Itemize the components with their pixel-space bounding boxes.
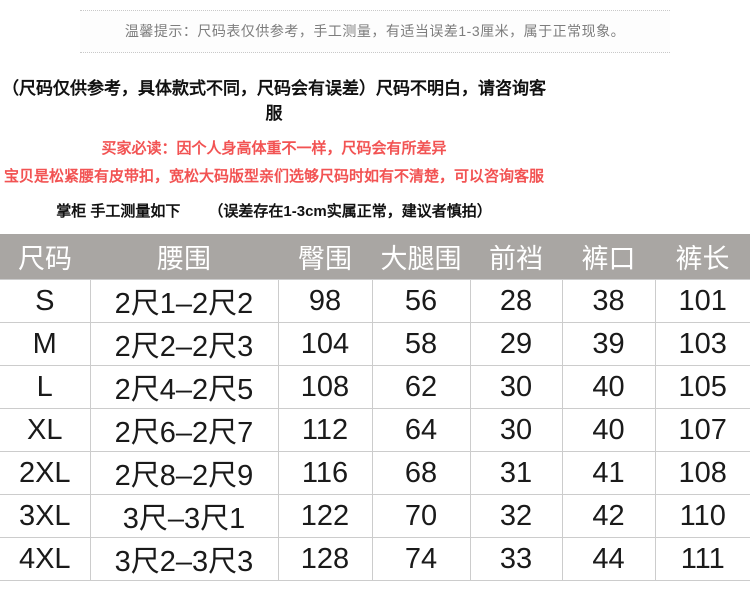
cell-waist: 3尺–3尺1 (89, 494, 279, 538)
table-row-s: S 2尺1–2尺2 98 56 28 38 101 (0, 279, 750, 323)
measure-label: 掌柜 手工测量如下 (56, 203, 181, 220)
cell-front-rise: 31 (469, 451, 563, 495)
col-size: 尺码 (0, 234, 90, 280)
cell-front-rise: 33 (469, 537, 563, 581)
cell-leg-opening: 41 (561, 451, 656, 495)
cell-pants-length: 107 (654, 408, 750, 452)
cell-hip: 108 (277, 365, 373, 409)
cell-leg-opening: 40 (561, 365, 656, 409)
cell-front-rise: 28 (469, 279, 563, 323)
cell-pants-length: 105 (654, 365, 750, 409)
cell-leg-opening: 39 (561, 322, 656, 366)
cell-size: S (0, 279, 91, 323)
cell-thigh: 70 (371, 494, 471, 538)
table-row-l: L 2尺4–2尺5 108 62 30 40 105 (0, 365, 750, 409)
col-thigh: 大腿围 (372, 234, 470, 280)
cell-waist: 2尺6–2尺7 (89, 408, 279, 452)
cell-thigh: 68 (371, 451, 471, 495)
notice-banner-text: 温馨提示：尺码表仅供参考，手工测量，有适当误差1-3厘米，属于正常现象。 (124, 23, 626, 39)
notes-section: （尺码仅供参考，具体款式不同，尺码会有误差）尺码不明白，请咨询客服 买家必读：因… (0, 74, 548, 221)
note-elastic-waist: 宝贝是松紧腰有皮带扣，宽松大码版型亲们选够尺码时如有不清楚，可以咨询客服 (3, 168, 544, 185)
measure-tolerance-note: （误差存在1-3cm实属正常，建议者慎拍） (208, 203, 492, 220)
cell-leg-opening: 44 (561, 537, 656, 581)
col-pants-length: 裤长 (655, 234, 750, 280)
cell-front-rise: 30 (469, 408, 563, 452)
col-leg-opening: 裤口 (562, 234, 655, 280)
cell-hip: 104 (277, 322, 373, 366)
cell-size: M (0, 322, 91, 366)
col-hip: 臀围 (278, 234, 372, 280)
cell-hip: 116 (277, 451, 373, 495)
cell-waist: 2尺4–2尺5 (89, 365, 279, 409)
cell-thigh: 74 (371, 537, 471, 581)
table-row-2xl: 2XL 2尺8–2尺9 116 68 31 41 108 (0, 451, 750, 495)
cell-thigh: 58 (371, 322, 471, 366)
cell-size: 2XL (0, 451, 91, 495)
cell-size: L (0, 365, 91, 409)
cell-hip: 128 (277, 537, 373, 581)
cell-thigh: 64 (371, 408, 471, 452)
cell-thigh: 56 (371, 279, 471, 323)
cell-hip: 98 (277, 279, 373, 323)
col-front-rise: 前裆 (470, 234, 562, 280)
table-row-m: M 2尺2–2尺3 104 58 29 39 103 (0, 322, 750, 366)
cell-waist: 2尺8–2尺9 (89, 451, 279, 495)
col-waist: 腰围 (90, 234, 278, 280)
cell-front-rise: 30 (469, 365, 563, 409)
cell-thigh: 62 (371, 365, 471, 409)
cell-size: XL (0, 408, 91, 452)
cell-waist: 3尺2–3尺3 (89, 537, 279, 581)
table-row-4xl: 4XL 3尺2–3尺3 128 74 33 44 111 (0, 537, 750, 581)
cell-pants-length: 108 (654, 451, 750, 495)
cell-pants-length: 110 (654, 494, 750, 538)
cell-front-rise: 32 (469, 494, 563, 538)
cell-size: 3XL (0, 494, 91, 538)
table-row-xl: XL 2尺6–2尺7 112 64 30 40 107 (0, 408, 750, 452)
header-row: 尺码 腰围 臀围 大腿围 前裆 裤口 裤长 (0, 234, 750, 280)
cell-leg-opening: 42 (561, 494, 656, 538)
note-buyer-must-read: 买家必读：因个人身高体重不一样，尺码会有所差异 (101, 140, 447, 157)
cell-waist: 2尺1–2尺2 (89, 279, 279, 323)
cell-waist: 2尺2–2尺3 (89, 322, 279, 366)
cell-size: 4XL (0, 537, 91, 581)
note-main: （尺码仅供参考，具体款式不同，尺码会有误差）尺码不明白，请咨询客服 (2, 79, 546, 123)
size-chart-page: 温馨提示：尺码表仅供参考，手工测量，有适当误差1-3厘米，属于正常现象。 （尺码… (0, 10, 750, 603)
cell-front-rise: 29 (469, 322, 563, 366)
size-table-header: 尺码 腰围 臀围 大腿围 前裆 裤口 裤长 (0, 234, 750, 280)
size-table-body: S 2尺1–2尺2 98 56 28 38 101 M 2尺2–2尺3 104 … (0, 279, 750, 581)
cell-pants-length: 103 (654, 322, 750, 366)
cell-hip: 112 (277, 408, 373, 452)
cell-pants-length: 101 (654, 279, 750, 323)
note-measure-line: 掌柜 手工测量如下 （误差存在1-3cm实属正常，建议者慎拍） (0, 200, 548, 221)
cell-leg-opening: 40 (561, 408, 656, 452)
cell-hip: 122 (277, 494, 373, 538)
cell-pants-length: 111 (654, 537, 750, 581)
notice-banner: 温馨提示：尺码表仅供参考，手工测量，有适当误差1-3厘米，属于正常现象。 (80, 10, 670, 53)
cell-leg-opening: 38 (561, 279, 656, 323)
size-table: 尺码 腰围 臀围 大腿围 前裆 裤口 裤长 S 2尺1–2尺2 98 56 28… (0, 234, 750, 581)
table-row-3xl: 3XL 3尺–3尺1 122 70 32 42 110 (0, 494, 750, 538)
